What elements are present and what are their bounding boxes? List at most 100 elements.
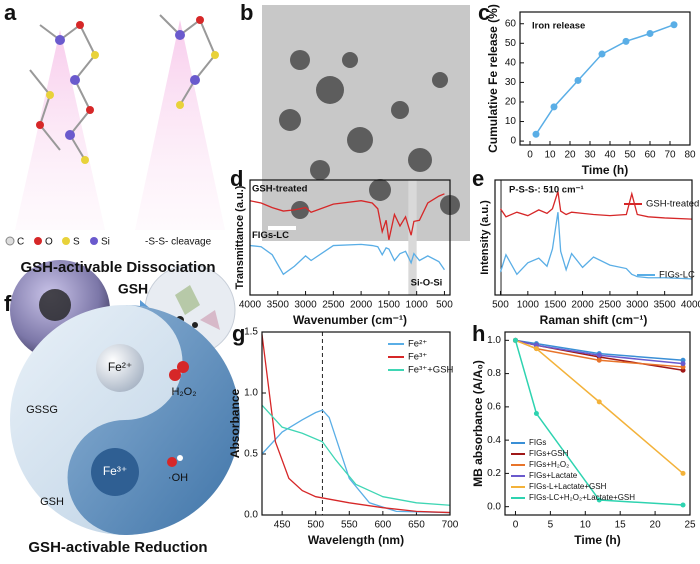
x-tick-label: 50: [624, 150, 636, 161]
panel-label: f: [4, 291, 12, 316]
shaded-band: [408, 180, 417, 295]
label: ·OH: [168, 472, 188, 484]
data-point: [598, 50, 606, 58]
legend-label: Fe³⁺+GSH: [408, 365, 454, 376]
y-tick-label: 0: [510, 136, 516, 147]
x-axis-title: Raman shift (cm⁻¹): [540, 313, 648, 327]
x-axis-title: Time (h): [582, 163, 628, 177]
x-tick-label: 3500: [654, 300, 677, 311]
x-tick-label: 20: [564, 150, 576, 161]
x-tick-label: 500: [436, 300, 453, 311]
series-line: [261, 404, 451, 506]
plot-frame: [261, 331, 451, 516]
data-point: [680, 470, 686, 476]
y-tick-label: 0.6: [487, 402, 501, 413]
x-tick-label: 600: [375, 520, 392, 531]
data-point: [574, 76, 582, 84]
x-tick-label: 1000: [406, 300, 429, 311]
y-tick-label: 1.5: [244, 327, 258, 338]
y-tick-label: 60: [505, 18, 517, 29]
atom-legend: S: [73, 237, 80, 248]
panel-label: g: [232, 321, 245, 346]
x-tick-label: 2000: [571, 300, 594, 311]
y-axis-title: MB absorbance (A/A₀): [471, 360, 485, 487]
plot-frame: [519, 11, 691, 146]
y-tick-label: 20: [505, 97, 517, 108]
legend-label: Fe³⁺: [408, 352, 427, 363]
label: Fe³⁺: [103, 464, 127, 478]
y-tick-label: 0.0: [487, 501, 501, 512]
legend-label: FIGs-LC+H₂O₂+Lactate+GSH: [529, 493, 635, 502]
data-point: [532, 130, 540, 138]
x-axis-title: Wavelength (nm): [308, 533, 404, 547]
x-tick-label: 10: [580, 520, 592, 531]
x-tick-label: 2000: [350, 300, 373, 311]
y-axis-title: Intensity (a.u.): [479, 200, 491, 275]
x-tick-label: 60: [644, 150, 656, 161]
series-line: [261, 409, 451, 514]
data-point: [596, 399, 602, 405]
data-point: [596, 497, 602, 503]
x-tick-label: 500: [307, 520, 324, 531]
plot-frame: [249, 179, 451, 296]
legend-label: GSH-treated: [646, 199, 699, 210]
plot-frame: [494, 179, 693, 296]
label: GSH: [40, 496, 64, 508]
annotation: Si-O-Si: [411, 278, 443, 289]
plot-frame: [504, 331, 691, 516]
x-tick-label: 70: [664, 150, 676, 161]
y-axis-title: Cumulative Fe release (%): [486, 4, 500, 153]
y-tick-label: 0.8: [487, 368, 501, 379]
data-point: [533, 411, 539, 417]
atom-legend: O: [45, 237, 53, 248]
data-point: [646, 30, 654, 38]
panel-label: b: [240, 0, 253, 25]
y-tick-label: 0.2: [487, 468, 501, 479]
data-point: [596, 352, 602, 358]
y-tick-label: 0.5: [244, 449, 258, 460]
y-axis-title: Absorbance: [228, 389, 242, 459]
atom-legend: C: [17, 237, 24, 248]
label: H₂O₂: [171, 386, 196, 398]
series-line: [515, 339, 684, 362]
tem-image: [262, 5, 470, 241]
atom-legend: Si: [101, 237, 110, 248]
data-point: [670, 21, 678, 29]
x-tick-label: 500: [492, 300, 509, 311]
x-tick-label: 25: [684, 520, 696, 531]
label: Fe²⁺: [108, 360, 132, 374]
x-tick-label: 40: [604, 150, 616, 161]
legend-label: FIGs-LC: [659, 270, 695, 281]
x-tick-label: 3500: [267, 300, 290, 311]
data-point: [680, 361, 686, 367]
x-tick-label: 15: [615, 520, 627, 531]
series-line: [535, 24, 675, 135]
x-tick-label: 5: [548, 520, 554, 531]
legend-label: FIGs+H₂O₂: [529, 460, 569, 469]
legend-label: FIGs-LC: [252, 230, 289, 241]
y-tick-label: 1.0: [244, 388, 258, 399]
panel-f-illustration: [10, 305, 240, 535]
x-tick-label: 2500: [599, 300, 622, 311]
x-tick-label: 1500: [378, 300, 401, 311]
data-point: [533, 346, 539, 352]
caption: GSH-activable Dissociation: [20, 259, 215, 276]
legend-label: FIGs: [529, 438, 546, 447]
x-axis-title: Wavenumber (cm⁻¹): [293, 313, 407, 327]
x-tick-label: 1500: [544, 300, 567, 311]
annotation: Iron release: [532, 21, 585, 32]
caption: GSH-activable Reduction: [28, 539, 207, 556]
x-tick-label: 10: [544, 150, 556, 161]
cleavage-label: -S-S- cleavage: [145, 237, 212, 248]
x-tick-label: 80: [684, 150, 696, 161]
data-point: [512, 337, 518, 343]
series-line: [261, 334, 451, 514]
x-axis-title: Time (h): [574, 533, 620, 547]
x-tick-label: 2500: [322, 300, 345, 311]
legend-label: FIGs+GSH: [529, 449, 569, 458]
x-tick-label: 550: [341, 520, 358, 531]
x-tick-label: 3000: [626, 300, 649, 311]
legend-label: GSH-treated: [252, 184, 308, 195]
data-point: [622, 37, 630, 45]
